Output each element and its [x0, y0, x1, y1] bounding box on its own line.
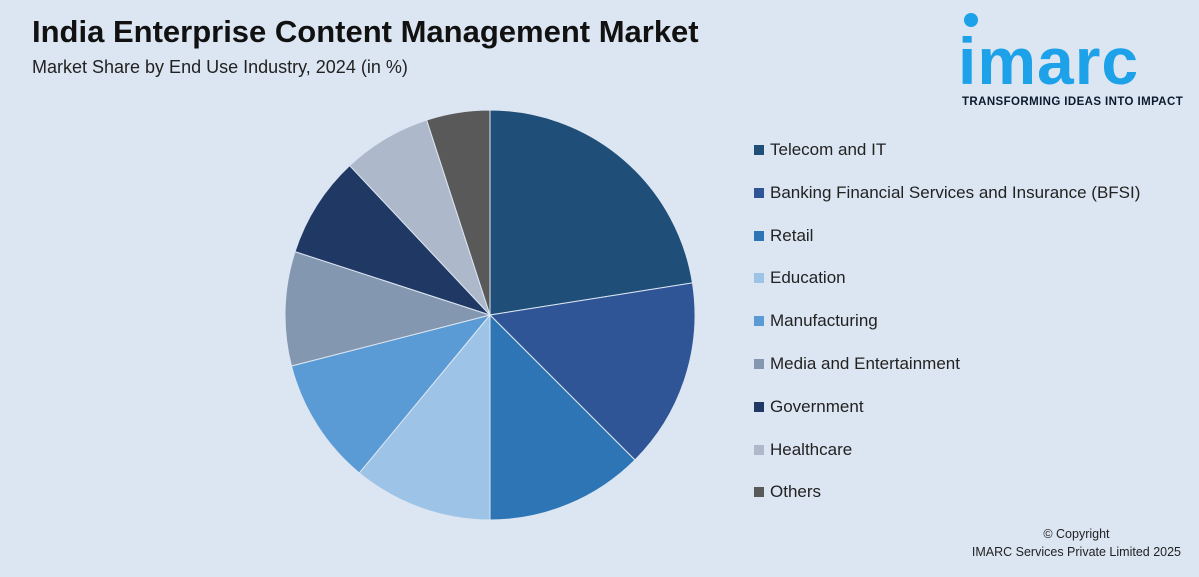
legend-label: Banking Financial Services and Insurance… [770, 182, 1141, 202]
chart-subtitle: Market Share by End Use Industry, 2024 (… [32, 57, 408, 77]
legend-swatch [754, 145, 764, 155]
pie-chart [284, 109, 696, 521]
legend-label: Telecom and IT [770, 140, 887, 159]
imarc-logo: imarc TRANSFORMING IDEAS INTO IMPACT [958, 10, 1183, 115]
legend-swatch [754, 444, 764, 455]
legend-swatch [754, 487, 764, 498]
legend-swatch [754, 230, 764, 241]
logo-dot [964, 13, 978, 27]
legend-item: Banking Financial Services and Insurance… [754, 182, 1140, 204]
pie-slice-education [358, 313, 491, 521]
legend-label: Media and Entertainment [770, 354, 960, 373]
pie-slice-media-and-entertainment [284, 251, 492, 367]
legend-item: Retail [754, 225, 813, 247]
legend-item: Manufacturing [754, 310, 878, 332]
legend-item: Others [754, 481, 821, 503]
legend-item: Media and Entertainment [754, 353, 960, 375]
legend-label: Retail [770, 225, 814, 245]
copyright-line-2: IMARC Services Private Limited 2025 [971, 545, 1181, 559]
pie-slice-retail [489, 313, 636, 521]
legend-swatch [754, 401, 764, 412]
copyright-line-1: © Copyright [1043, 527, 1110, 541]
legend-label: Manufacturing [770, 311, 878, 331]
logo-wordmark: imarc [958, 24, 1140, 98]
legend-label: Education [770, 268, 846, 288]
legend-item: Education [754, 267, 846, 289]
legend-label: Government [770, 396, 864, 416]
legend-swatch [754, 273, 764, 284]
pie-slice-manufacturing [290, 314, 492, 474]
legend-swatch [754, 316, 764, 327]
pie-slice-telecom-and-it [489, 109, 694, 316]
chart-title: India Enterprise Content Management Mark… [32, 14, 699, 49]
legend-label: Others [770, 482, 822, 502]
legend-item: Telecom and IT [754, 139, 886, 161]
legend-label: Healthcare [770, 439, 853, 459]
pie-slice-others [426, 109, 491, 316]
pie-slice-banking-financial-services-and-insurance-bfsi [488, 282, 696, 461]
logo-tagline: TRANSFORMING IDEAS INTO IMPACT [962, 96, 1184, 108]
legend-item: Government [754, 396, 864, 418]
copyright-notice: © Copyright IMARC Services Private Limit… [972, 525, 1181, 561]
legend-swatch [754, 359, 764, 369]
legend-swatch [754, 187, 764, 198]
legend-item: Healthcare [754, 439, 852, 461]
pie-slice-government [294, 164, 491, 316]
